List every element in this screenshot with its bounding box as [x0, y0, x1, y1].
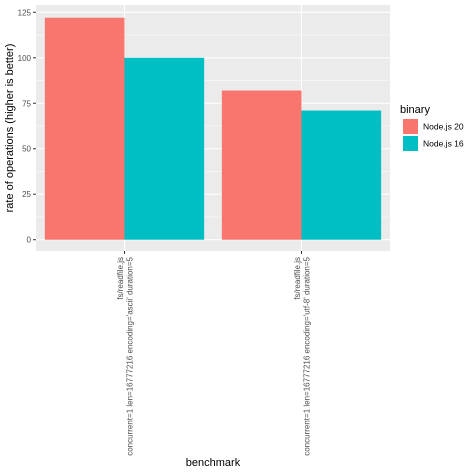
bar [221, 90, 302, 240]
legend-swatch [403, 136, 418, 151]
x-tick-label: fs/readfile.js [116, 257, 125, 300]
y-axis-ticks: 0 25 50 75 100 125 [18, 8, 36, 245]
legend-title: binary [400, 104, 430, 116]
bar [124, 57, 205, 240]
x-axis-title: benchmark [186, 457, 241, 469]
y-tick-label: 100 [18, 54, 32, 63]
y-tick-label: 50 [22, 145, 31, 154]
x-tick-label: concurrent=1 len=16777216 encoding='asci… [125, 256, 134, 455]
legend: binary Node.js 20 Node.js 16 [400, 104, 464, 151]
y-tick-label: 0 [27, 236, 32, 245]
legend-swatch [403, 119, 418, 134]
y-tick-label: 75 [22, 99, 31, 108]
legend-label: Node.js 16 [423, 139, 464, 149]
bar [44, 17, 125, 240]
x-tick-label: fs/readfile.js [293, 257, 302, 300]
x-axis-ticks: fs/readfile.js concurrent=1 len=16777216 … [116, 251, 311, 456]
y-tick-label: 125 [18, 8, 32, 17]
y-axis-title: rate of operations (higher is better) [4, 44, 16, 213]
x-tick-label: concurrent=1 len=16777216 encoding='utf-… [302, 256, 311, 455]
bar [301, 110, 382, 240]
y-tick-label: 25 [22, 190, 31, 199]
bars [44, 17, 382, 240]
legend-label: Node.js 20 [423, 122, 464, 132]
